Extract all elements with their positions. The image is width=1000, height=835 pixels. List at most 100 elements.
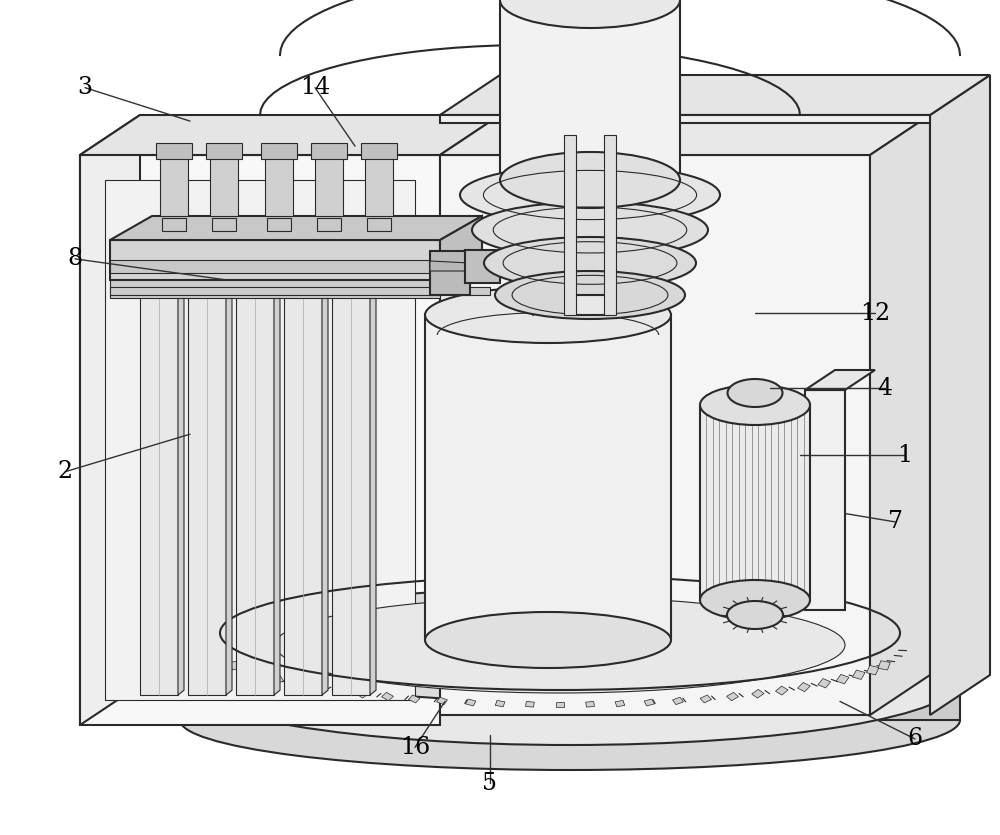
Polygon shape [332,686,345,695]
Polygon shape [255,670,268,680]
Polygon shape [430,251,470,295]
Polygon shape [440,115,930,123]
Polygon shape [644,699,654,706]
Polygon shape [425,315,671,640]
Polygon shape [140,271,184,275]
Polygon shape [110,216,482,240]
Polygon shape [110,287,490,295]
Polygon shape [805,370,875,390]
Polygon shape [274,271,280,695]
Polygon shape [365,151,393,216]
Polygon shape [560,180,620,295]
Polygon shape [870,115,930,715]
Polygon shape [382,692,393,701]
Polygon shape [775,686,788,695]
Text: 6: 6 [907,727,923,751]
Polygon shape [408,695,420,703]
Text: 3: 3 [78,76,92,99]
Polygon shape [80,115,500,155]
Text: 14: 14 [300,76,330,99]
Polygon shape [261,143,297,159]
Polygon shape [332,275,370,695]
Polygon shape [465,250,500,283]
Polygon shape [700,695,712,703]
Polygon shape [440,155,870,715]
Polygon shape [162,218,186,231]
Polygon shape [440,75,990,115]
Text: 12: 12 [860,301,890,325]
Polygon shape [188,271,232,275]
Polygon shape [310,682,322,691]
Polygon shape [818,679,831,688]
Polygon shape [572,295,608,315]
Polygon shape [206,143,242,159]
Text: 7: 7 [888,510,902,534]
Ellipse shape [220,588,900,702]
Polygon shape [210,151,238,216]
Polygon shape [556,702,564,707]
Polygon shape [284,275,322,695]
Polygon shape [437,697,447,705]
Polygon shape [356,690,368,698]
Polygon shape [160,151,188,216]
Ellipse shape [180,615,960,745]
Polygon shape [604,135,616,315]
Polygon shape [226,271,232,695]
Polygon shape [836,675,849,684]
Text: 16: 16 [400,736,430,759]
Polygon shape [500,0,680,180]
Polygon shape [332,271,376,275]
Ellipse shape [472,202,708,258]
Ellipse shape [460,165,720,225]
Text: 1: 1 [897,443,913,467]
Ellipse shape [275,597,845,693]
Ellipse shape [500,0,680,28]
Polygon shape [805,390,845,610]
Polygon shape [466,699,476,706]
Polygon shape [311,143,347,159]
Polygon shape [615,701,625,706]
Polygon shape [80,115,140,725]
Polygon shape [673,697,683,705]
Polygon shape [110,280,440,298]
Ellipse shape [500,152,680,208]
Text: 8: 8 [67,247,83,271]
Polygon shape [265,151,293,216]
Polygon shape [495,701,505,706]
Polygon shape [140,275,178,695]
Polygon shape [878,660,890,670]
Polygon shape [526,701,534,707]
Polygon shape [361,143,397,159]
Ellipse shape [728,379,782,407]
Polygon shape [430,261,510,271]
Polygon shape [110,260,490,273]
Polygon shape [852,670,865,680]
Polygon shape [188,275,226,695]
Polygon shape [370,271,376,695]
Polygon shape [178,271,184,695]
Polygon shape [105,180,415,700]
Polygon shape [80,155,440,725]
Polygon shape [930,75,990,715]
Polygon shape [110,240,440,280]
Ellipse shape [180,670,960,770]
Polygon shape [212,218,236,231]
Ellipse shape [425,287,671,343]
Polygon shape [289,679,302,688]
Polygon shape [317,218,341,231]
Text: 2: 2 [57,460,73,483]
Polygon shape [752,690,764,698]
Polygon shape [236,271,280,275]
Ellipse shape [700,385,810,425]
Ellipse shape [425,612,671,668]
Polygon shape [440,115,930,155]
Polygon shape [271,675,284,684]
Polygon shape [440,216,482,280]
Polygon shape [180,680,960,720]
Text: 5: 5 [482,772,498,795]
Polygon shape [284,271,328,275]
Polygon shape [367,218,391,231]
Polygon shape [267,218,291,231]
Polygon shape [241,665,254,675]
Polygon shape [700,405,810,600]
